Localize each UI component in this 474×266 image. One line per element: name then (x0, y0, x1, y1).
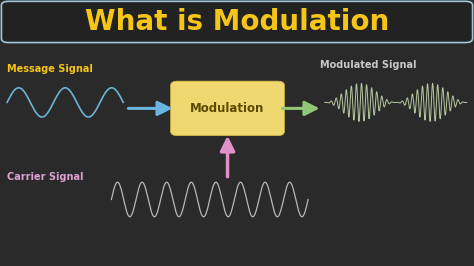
Text: Modulated Signal: Modulated Signal (320, 60, 417, 70)
Text: What is Modulation: What is Modulation (85, 8, 389, 36)
FancyBboxPatch shape (171, 81, 284, 136)
Text: Message Signal: Message Signal (7, 64, 93, 74)
FancyBboxPatch shape (1, 1, 473, 43)
Text: Carrier Signal: Carrier Signal (7, 172, 83, 182)
Text: Modulation: Modulation (191, 102, 264, 115)
